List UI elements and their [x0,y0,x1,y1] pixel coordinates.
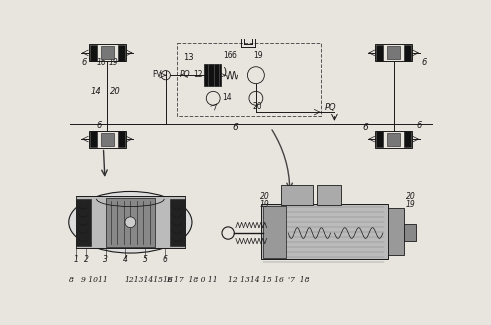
Bar [317,185,341,205]
Text: ): ) [222,66,227,76]
Text: 3: 3 [104,255,109,264]
Text: FV: FV [152,70,162,79]
Bar [101,46,114,59]
Bar [376,131,383,147]
Text: 19: 19 [253,51,262,60]
Circle shape [125,217,136,227]
Bar [203,64,221,86]
Bar [170,199,185,246]
Text: 12 1314 15 16: 12 1314 15 16 [228,276,284,283]
Text: 1213141516: 1213141516 [124,276,173,283]
Bar [375,45,412,61]
Text: PQ: PQ [180,70,191,79]
Text: 2: 2 [83,255,88,264]
Bar [89,131,126,148]
Text: 6: 6 [97,121,102,130]
Text: Е 17  18 0 11: Е 17 18 0 11 [166,276,218,283]
Text: 6: 6 [363,123,369,132]
Text: PQ: PQ [325,103,336,112]
Text: 6: 6 [82,58,87,67]
Text: 20: 20 [110,87,121,97]
Ellipse shape [69,191,192,253]
Text: 20: 20 [252,102,262,111]
Bar [404,45,411,60]
Text: 5: 5 [143,255,148,264]
Bar [89,131,97,147]
Bar [280,185,313,205]
Bar [76,196,185,248]
Text: 6: 6 [232,123,238,132]
Bar [387,133,400,146]
Text: 6: 6 [232,51,237,60]
Text: 1: 1 [74,255,79,264]
Bar [117,45,125,60]
Text: 12: 12 [193,70,203,79]
Text: 6: 6 [416,121,421,130]
Text: 4: 4 [123,255,128,264]
Text: 19: 19 [406,200,416,209]
Text: 16: 16 [96,58,106,67]
Bar [263,206,286,258]
Text: 19: 19 [109,58,118,67]
Bar [106,198,155,247]
Bar [261,204,388,259]
Text: 8   9 1011: 8 9 1011 [69,276,108,283]
Bar [387,46,400,59]
Bar [101,133,114,146]
Text: 14: 14 [90,87,101,97]
Text: 19: 19 [260,200,270,209]
Bar [375,131,412,148]
Bar [89,45,97,60]
Bar [177,43,321,116]
Text: 16: 16 [223,51,232,60]
Text: 6: 6 [163,255,167,264]
Bar [76,199,91,246]
Text: 13: 13 [183,53,193,62]
Bar [404,224,416,241]
Bar [117,131,125,147]
Text: '7  18: '7 18 [288,276,310,283]
Bar [404,131,411,147]
Text: 14: 14 [222,93,232,102]
Bar [388,208,404,254]
Text: 20: 20 [260,192,270,201]
Text: 20: 20 [406,192,416,201]
Bar [89,45,126,61]
Bar [376,45,383,60]
Text: 6: 6 [421,58,427,67]
